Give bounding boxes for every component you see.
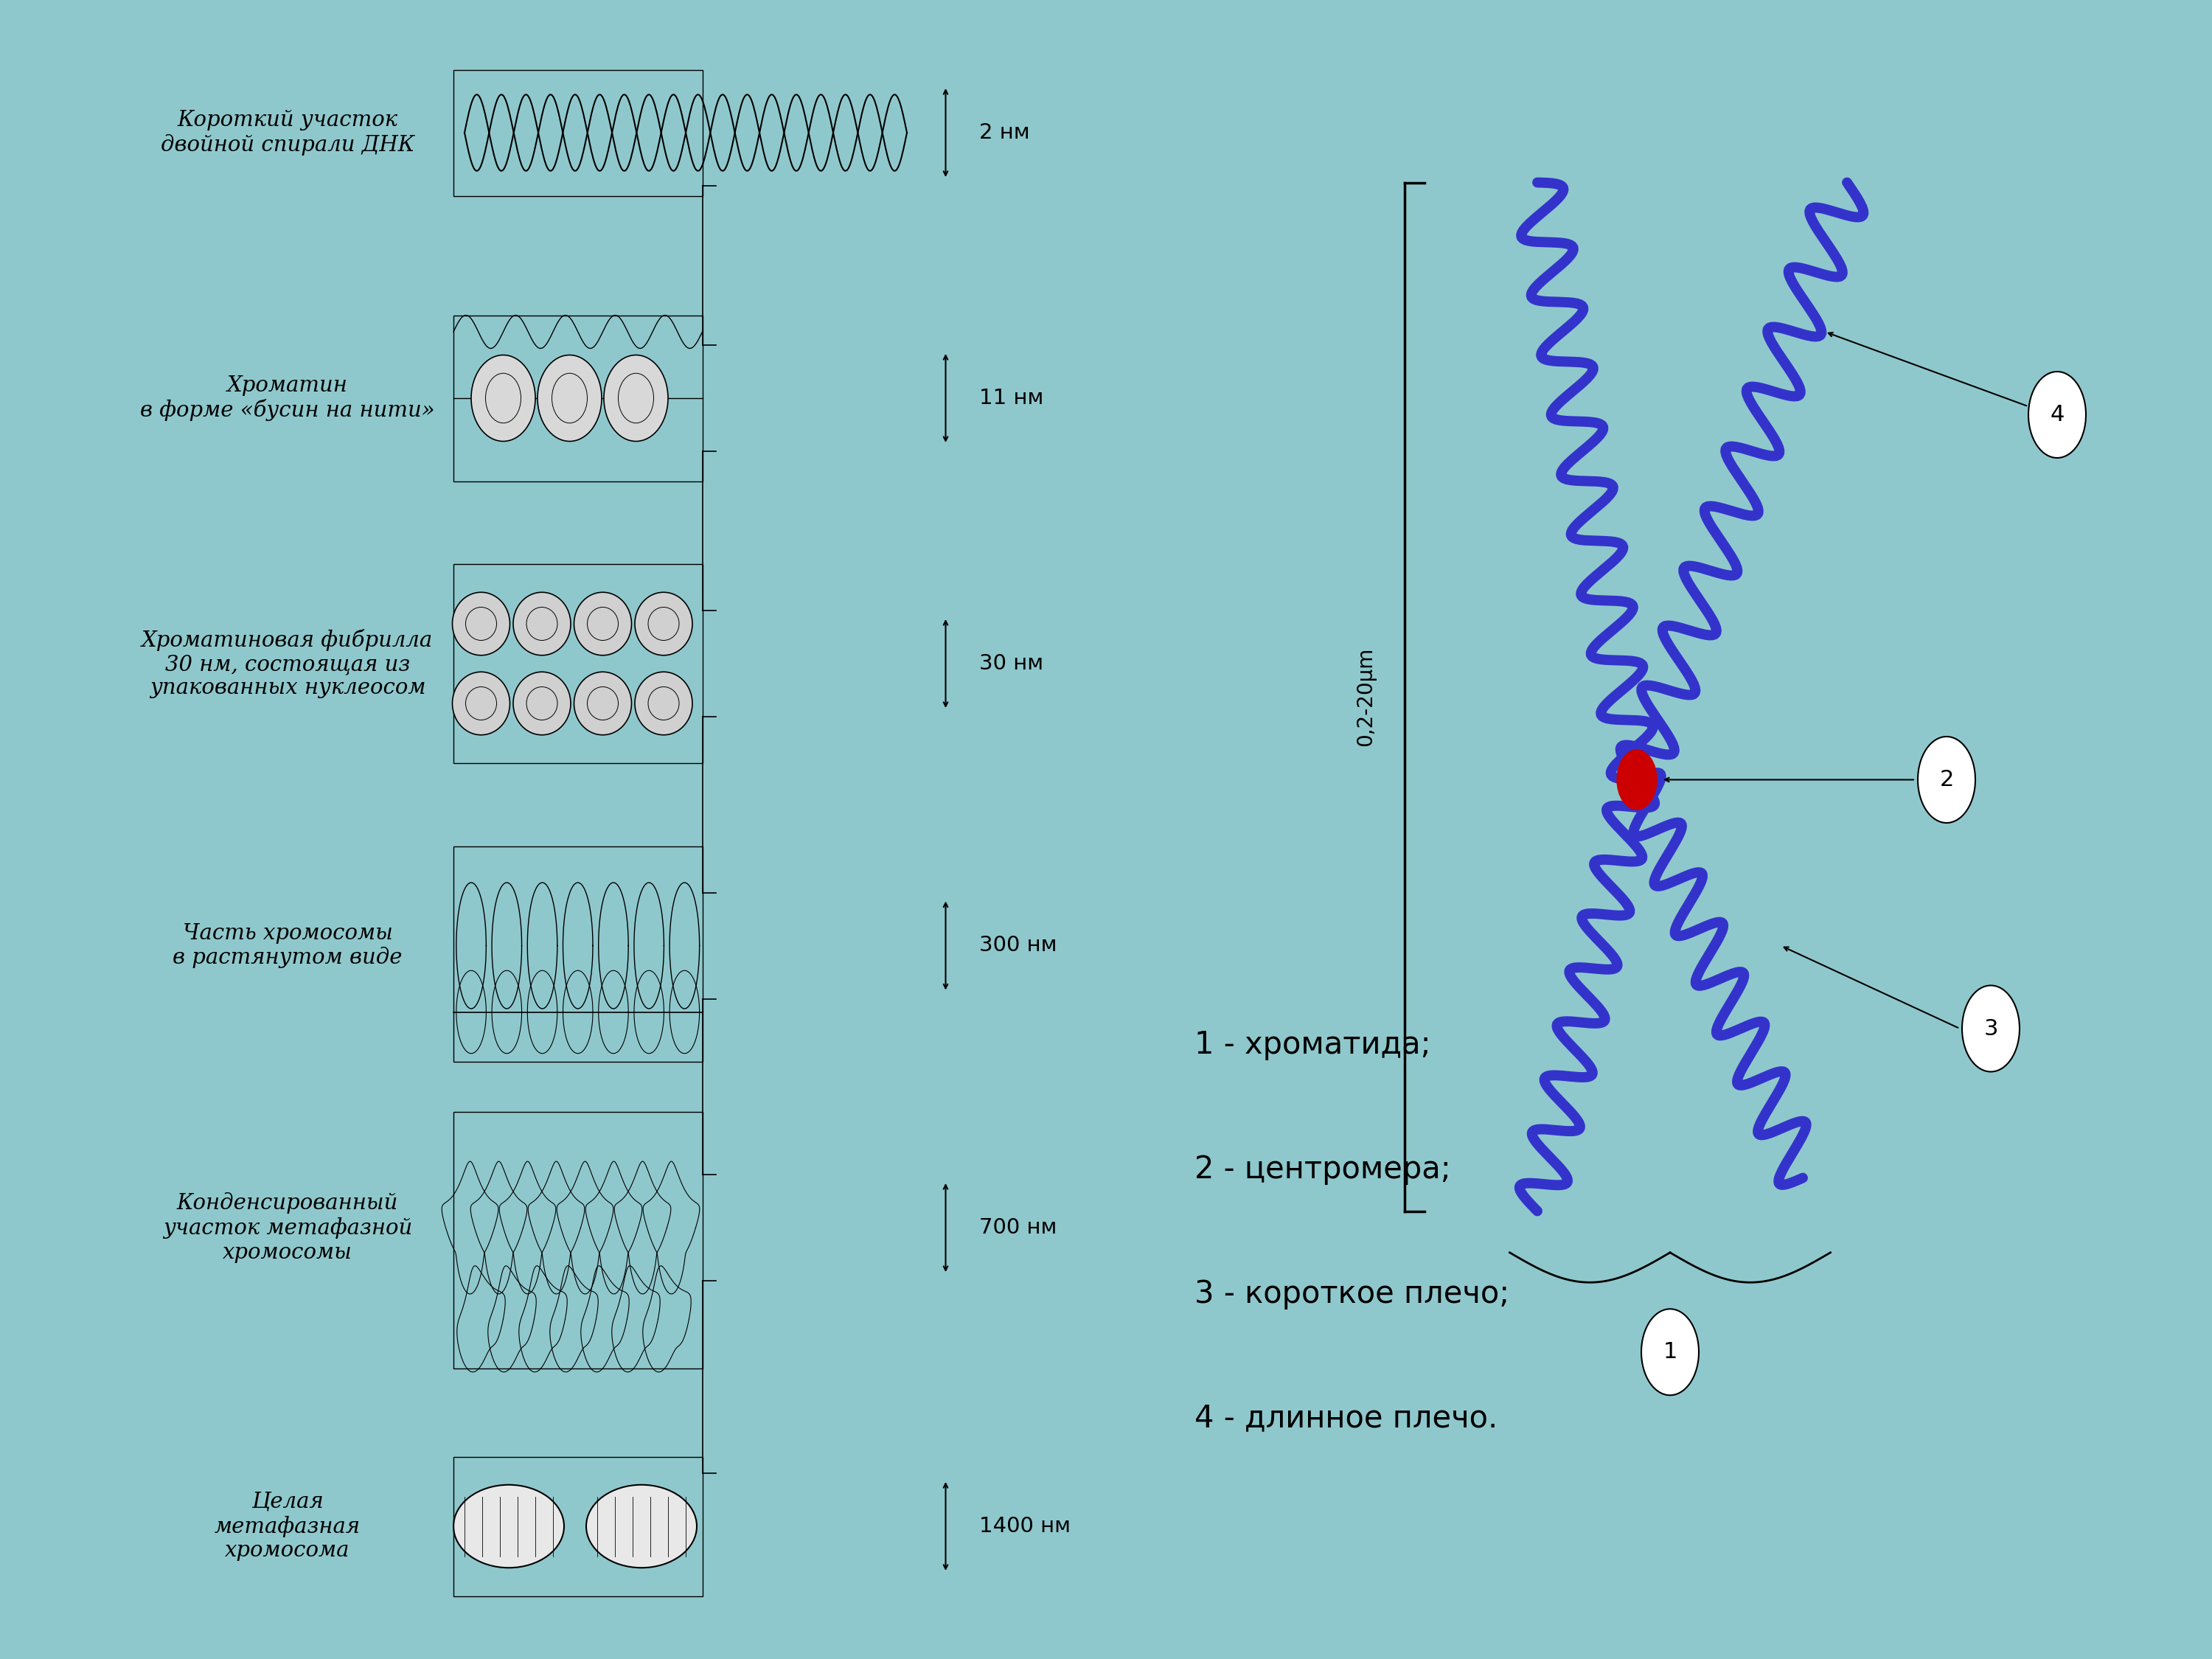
Ellipse shape [453, 1485, 564, 1568]
Text: Хроматиновая фибрилла
30 нм, состоящая из
упакованных нуклеосом: Хроматиновая фибрилла 30 нм, состоящая и… [142, 629, 434, 698]
Circle shape [2028, 372, 2086, 458]
Text: 4: 4 [2051, 405, 2064, 425]
Ellipse shape [604, 355, 668, 441]
Ellipse shape [538, 355, 602, 441]
Text: 300 нм: 300 нм [978, 936, 1057, 956]
Circle shape [1641, 1309, 1699, 1395]
Text: Хроматин
в форме «бусин на нити»: Хроматин в форме «бусин на нити» [139, 375, 436, 421]
Text: Короткий участок
двойной спирали ДНК: Короткий участок двойной спирали ДНК [161, 109, 414, 156]
Circle shape [1918, 737, 1975, 823]
Ellipse shape [451, 672, 509, 735]
Text: 3: 3 [1984, 1019, 1997, 1039]
Circle shape [1617, 750, 1657, 810]
Text: 30 нм: 30 нм [978, 654, 1044, 674]
Text: Конденсированный
участок метафазной
хромосомы: Конденсированный участок метафазной хром… [164, 1193, 411, 1262]
Ellipse shape [513, 672, 571, 735]
Text: Часть хромосомы
в растянутом виде: Часть хромосомы в растянутом виде [173, 922, 403, 969]
Text: 700 нм: 700 нм [978, 1218, 1057, 1238]
Text: 2 - центромера;: 2 - центромера; [1194, 1155, 1451, 1185]
Ellipse shape [586, 1485, 697, 1568]
Text: 1 - хроматида;: 1 - хроматида; [1194, 1030, 1431, 1060]
Text: 11 нм: 11 нм [978, 388, 1044, 408]
Text: 2 нм: 2 нм [978, 123, 1029, 143]
Ellipse shape [635, 672, 692, 735]
Text: 1400 нм: 1400 нм [978, 1516, 1071, 1536]
Text: 3 - короткое плечо;: 3 - короткое плечо; [1194, 1279, 1509, 1309]
Ellipse shape [451, 592, 509, 655]
Text: 0,2-20μm: 0,2-20μm [1356, 647, 1376, 747]
Text: 4 - длинное плечо.: 4 - длинное плечо. [1194, 1404, 1498, 1433]
Ellipse shape [575, 592, 633, 655]
Ellipse shape [471, 355, 535, 441]
Ellipse shape [575, 672, 633, 735]
Text: 2: 2 [1940, 770, 1953, 790]
Circle shape [1962, 985, 2020, 1072]
Text: 1: 1 [1663, 1342, 1677, 1362]
Ellipse shape [635, 592, 692, 655]
Text: Целая
метафазная
хромосома: Целая метафазная хромосома [215, 1491, 361, 1561]
Ellipse shape [513, 592, 571, 655]
